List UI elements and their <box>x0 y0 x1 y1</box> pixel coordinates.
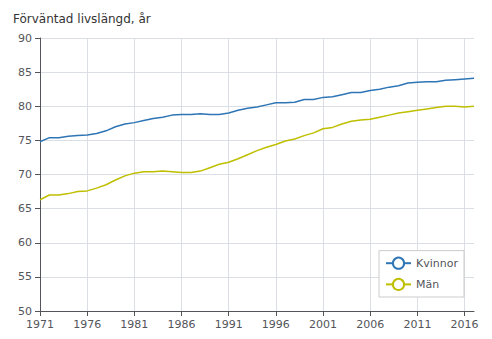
svg-text:2016: 2016 <box>451 318 479 331</box>
svg-text:1986: 1986 <box>168 318 196 331</box>
svg-text:80: 80 <box>18 100 32 113</box>
svg-text:55: 55 <box>18 270 32 283</box>
svg-text:85: 85 <box>18 66 32 79</box>
svg-text:2006: 2006 <box>356 318 384 331</box>
svg-text:1991: 1991 <box>215 318 243 331</box>
svg-text:2011: 2011 <box>403 318 431 331</box>
svg-text:70: 70 <box>18 168 32 181</box>
svg-text:Män: Män <box>416 278 439 291</box>
svg-text:Förväntad livslängd, år: Förväntad livslängd, år <box>13 12 151 26</box>
svg-text:1971: 1971 <box>26 318 54 331</box>
svg-text:90: 90 <box>18 32 32 45</box>
svg-text:1976: 1976 <box>73 318 101 331</box>
svg-text:50: 50 <box>18 305 32 318</box>
svg-text:65: 65 <box>18 202 32 215</box>
svg-text:Kvinnor: Kvinnor <box>416 257 458 270</box>
svg-text:1981: 1981 <box>120 318 148 331</box>
svg-text:60: 60 <box>18 236 32 249</box>
svg-text:1996: 1996 <box>262 318 290 331</box>
svg-text:75: 75 <box>18 134 32 147</box>
svg-text:2001: 2001 <box>309 318 337 331</box>
